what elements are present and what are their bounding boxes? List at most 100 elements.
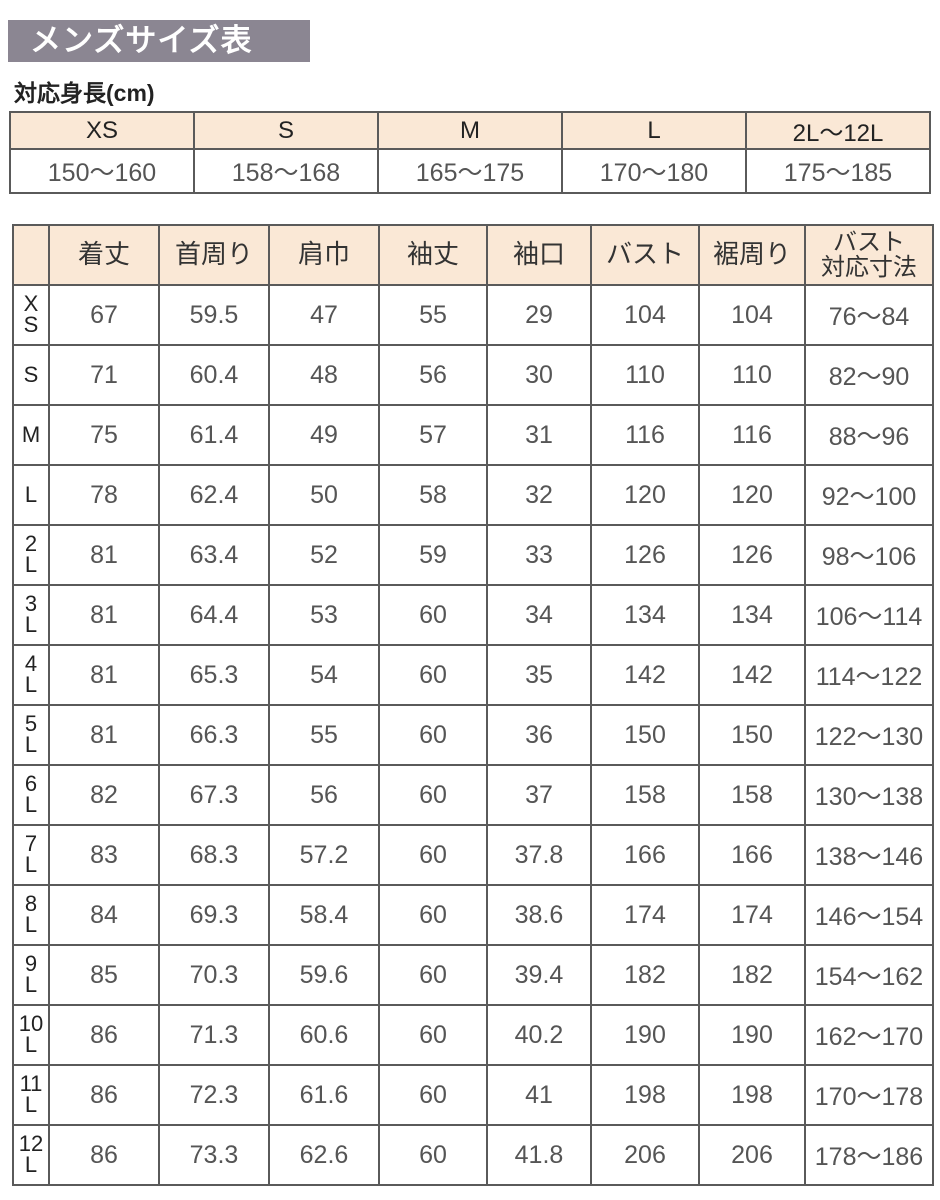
table-cell: 82〜90 bbox=[804, 344, 934, 406]
table-cell: 40.2 bbox=[486, 1004, 592, 1066]
height-range: 158〜168 bbox=[193, 148, 379, 194]
table-cell: 146〜154 bbox=[804, 884, 934, 946]
table-cell: 85 bbox=[48, 944, 160, 1006]
table-cell: 64.4 bbox=[158, 584, 270, 646]
size-label-cell: 3L bbox=[12, 584, 50, 646]
size-label-cell: 8L bbox=[12, 884, 50, 946]
table-cell: 38.6 bbox=[486, 884, 592, 946]
table-cell: 60 bbox=[378, 704, 488, 766]
height-table-header-row: XS S M L 2L〜12L bbox=[9, 111, 931, 150]
size-table-header-row: 着丈 首周り 肩巾 袖丈 袖口 バスト 裾周り バスト 対応寸法 bbox=[12, 224, 934, 286]
table-row: 11L 86 72.3 61.6 60 41 198 198 170〜178 bbox=[12, 1064, 934, 1126]
table-cell: 114〜122 bbox=[804, 644, 934, 706]
page-title: メンズサイズ表 bbox=[8, 20, 310, 62]
table-row: XS 67 59.5 47 55 29 104 104 76〜84 bbox=[12, 284, 934, 346]
table-cell: 81 bbox=[48, 644, 160, 706]
size-label: 11L bbox=[19, 1071, 43, 1117]
table-cell: 56 bbox=[378, 344, 488, 406]
height-section-label: 対応身長(cm) bbox=[14, 80, 155, 106]
column-header: 肩巾 bbox=[268, 224, 380, 286]
table-cell: 170〜178 bbox=[804, 1064, 934, 1126]
table-cell: 66.3 bbox=[158, 704, 270, 766]
table-cell: 98〜106 bbox=[804, 524, 934, 586]
table-cell: 138〜146 bbox=[804, 824, 934, 886]
height-range: 150〜160 bbox=[9, 148, 195, 194]
size-label-cell: 9L bbox=[12, 944, 50, 1006]
table-cell: 33 bbox=[486, 524, 592, 586]
table-cell: 166 bbox=[698, 824, 806, 886]
table-cell: 86 bbox=[48, 1004, 160, 1066]
table-cell: 41 bbox=[486, 1064, 592, 1126]
table-cell: 130〜138 bbox=[804, 764, 934, 826]
table-cell: 68.3 bbox=[158, 824, 270, 886]
table-cell: 142 bbox=[698, 644, 806, 706]
size-table-body: XS 67 59.5 47 55 29 104 104 76〜84 S 71 60.4 48 56 30 11… bbox=[12, 284, 934, 1186]
size-label: 12L bbox=[18, 1131, 44, 1177]
table-cell: 57 bbox=[378, 404, 488, 466]
size-label: 8L bbox=[24, 891, 38, 937]
size-label-cell: 4L bbox=[12, 644, 50, 706]
table-cell: 65.3 bbox=[158, 644, 270, 706]
table-row: S 71 60.4 48 56 30 110 110 82〜90 bbox=[12, 344, 934, 406]
table-cell: 150 bbox=[590, 704, 700, 766]
size-label: 5L bbox=[24, 711, 38, 757]
height-table-range-row: 150〜160 158〜168 165〜175 170〜180 175〜185 bbox=[9, 148, 931, 194]
size-label: M bbox=[21, 421, 41, 447]
table-cell: 104 bbox=[698, 284, 806, 346]
size-header: L bbox=[561, 111, 747, 150]
table-cell: 60 bbox=[378, 944, 488, 1006]
table-cell: 29 bbox=[486, 284, 592, 346]
table-cell: 134 bbox=[590, 584, 700, 646]
table-cell: 174 bbox=[590, 884, 700, 946]
size-label-cell: L bbox=[12, 464, 50, 526]
size-label-cell: 10L bbox=[12, 1004, 50, 1066]
table-cell: 59.6 bbox=[268, 944, 380, 1006]
table-cell: 60 bbox=[378, 1064, 488, 1126]
column-header: 裾周り bbox=[698, 224, 806, 286]
table-cell: 60 bbox=[378, 1004, 488, 1066]
table-cell: 69.3 bbox=[158, 884, 270, 946]
size-label: 10L bbox=[18, 1011, 44, 1057]
size-label: 7L bbox=[24, 831, 38, 877]
table-cell: 122〜130 bbox=[804, 704, 934, 766]
table-row: 2L 81 63.4 52 59 33 126 126 98〜106 bbox=[12, 524, 934, 586]
table-cell: 134 bbox=[698, 584, 806, 646]
table-cell: 81 bbox=[48, 584, 160, 646]
table-cell: 162〜170 bbox=[804, 1004, 934, 1066]
table-cell: 71 bbox=[48, 344, 160, 406]
table-cell: 182 bbox=[698, 944, 806, 1006]
table-cell: 70.3 bbox=[158, 944, 270, 1006]
table-row: 3L 81 64.4 53 60 34 134 134 106〜114 bbox=[12, 584, 934, 646]
table-cell: 120 bbox=[698, 464, 806, 526]
table-cell: 30 bbox=[486, 344, 592, 406]
size-label: 3L bbox=[24, 591, 38, 637]
table-row: 10L 86 71.3 60.6 60 40.2 190 190 162〜170 bbox=[12, 1004, 934, 1066]
table-cell: 58.4 bbox=[268, 884, 380, 946]
table-cell: 49 bbox=[268, 404, 380, 466]
table-row: M 75 61.4 49 57 31 116 116 88〜96 bbox=[12, 404, 934, 466]
column-header: バスト bbox=[590, 224, 700, 286]
table-row: 9L 85 70.3 59.6 60 39.4 182 182 154〜162 bbox=[12, 944, 934, 1006]
size-label-cell: XS bbox=[12, 284, 50, 346]
size-label-cell: 5L bbox=[12, 704, 50, 766]
size-label-cell: 12L bbox=[12, 1124, 50, 1186]
table-cell: 37 bbox=[486, 764, 592, 826]
table-cell: 106〜114 bbox=[804, 584, 934, 646]
corner-header bbox=[12, 224, 50, 286]
table-cell: 35 bbox=[486, 644, 592, 706]
table-cell: 59.5 bbox=[158, 284, 270, 346]
table-cell: 72.3 bbox=[158, 1064, 270, 1126]
table-cell: 142 bbox=[590, 644, 700, 706]
table-cell: 57.2 bbox=[268, 824, 380, 886]
table-cell: 50 bbox=[268, 464, 380, 526]
table-cell: 120 bbox=[590, 464, 700, 526]
table-cell: 76〜84 bbox=[804, 284, 934, 346]
height-range: 170〜180 bbox=[561, 148, 747, 194]
table-cell: 86 bbox=[48, 1064, 160, 1126]
table-cell: 92〜100 bbox=[804, 464, 934, 526]
table-cell: 75 bbox=[48, 404, 160, 466]
table-cell: 104 bbox=[590, 284, 700, 346]
size-label-cell: 7L bbox=[12, 824, 50, 886]
table-cell: 206 bbox=[698, 1124, 806, 1186]
table-cell: 158 bbox=[698, 764, 806, 826]
